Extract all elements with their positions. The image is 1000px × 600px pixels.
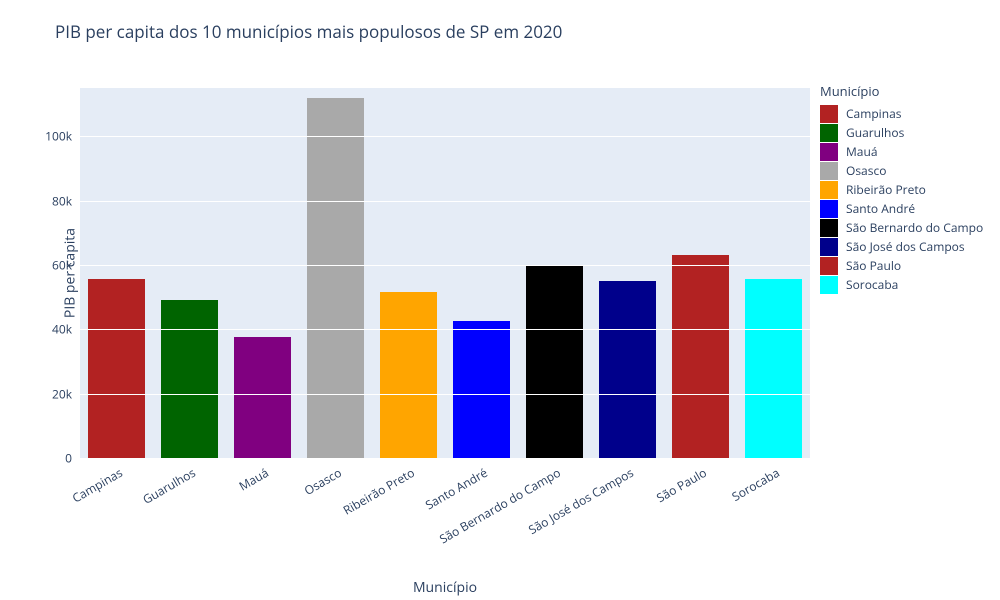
legend-label: São José dos Campos xyxy=(846,238,965,255)
x-tick-label: Guarulhos xyxy=(139,464,198,508)
legend-label: Guarulhos xyxy=(846,124,904,141)
y-tick-label: 100k xyxy=(45,128,72,145)
x-tick-label: São Bernardo do Campo xyxy=(436,464,563,547)
x-tick-label: Osasco xyxy=(301,464,344,499)
legend-swatch xyxy=(820,105,838,123)
y-tick-label: 0 xyxy=(65,450,72,467)
bar[interactable] xyxy=(380,292,436,458)
legend-title: Município xyxy=(820,82,983,100)
legend-swatch xyxy=(820,238,838,256)
y-tick-label: 60k xyxy=(52,256,72,273)
x-tick-label: Ribeirão Preto xyxy=(339,464,417,519)
legend-label: São Paulo xyxy=(846,257,901,274)
legend-swatch xyxy=(820,181,838,199)
bar[interactable] xyxy=(672,255,728,458)
legend-item[interactable]: São Paulo xyxy=(820,256,983,275)
y-tick-label: 20k xyxy=(52,385,72,402)
x-tick-label: São Paulo xyxy=(653,464,709,506)
y-tick-label: 80k xyxy=(52,192,72,209)
legend-item[interactable]: São José dos Campos xyxy=(820,237,983,256)
bar[interactable] xyxy=(453,321,509,458)
legend-label: Ribeirão Preto xyxy=(846,181,926,198)
gridline xyxy=(80,329,810,330)
legend-label: Campinas xyxy=(846,105,901,122)
bar[interactable] xyxy=(161,300,217,458)
legend-swatch xyxy=(820,162,838,180)
legend-item[interactable]: Guarulhos xyxy=(820,123,983,142)
legend-item[interactable]: Sorocaba xyxy=(820,275,983,294)
legend-swatch xyxy=(820,124,838,142)
x-tick-label: Campinas xyxy=(68,464,125,506)
bar[interactable] xyxy=(745,279,801,458)
legend-item[interactable]: São Bernardo do Campo xyxy=(820,218,983,237)
legend-item[interactable]: Osasco xyxy=(820,161,983,180)
legend-label: Mauá xyxy=(846,143,878,160)
legend-label: São Bernardo do Campo xyxy=(846,219,983,236)
legend-label: Santo André xyxy=(846,200,915,217)
legend-swatch xyxy=(820,143,838,161)
x-tick-label: Sorocaba xyxy=(728,464,782,505)
plot-area: PIB per capita 020k40k60k80k100kCampinas… xyxy=(80,88,810,458)
legend-item[interactable]: Ribeirão Preto xyxy=(820,180,983,199)
chart-title: PIB per capita dos 10 municípios mais po… xyxy=(55,20,562,43)
bar[interactable] xyxy=(88,279,144,458)
bar[interactable] xyxy=(526,265,582,458)
y-tick-label: 40k xyxy=(52,321,72,338)
x-tick-label: Mauá xyxy=(235,464,271,494)
bar[interactable] xyxy=(599,281,655,458)
bar[interactable] xyxy=(307,98,363,458)
gridline xyxy=(80,458,810,459)
legend-item[interactable]: Mauá xyxy=(820,142,983,161)
gridline xyxy=(80,265,810,266)
chart-container: { "chart": { "type": "bar", "title": "PI… xyxy=(0,0,1000,600)
legend-label: Sorocaba xyxy=(846,276,898,293)
legend-label: Osasco xyxy=(846,162,886,179)
legend-item[interactable]: Santo André xyxy=(820,199,983,218)
legend-swatch xyxy=(820,219,838,237)
gridline xyxy=(80,394,810,395)
legend-item[interactable]: Campinas xyxy=(820,104,983,123)
legend-swatch xyxy=(820,257,838,275)
legend-swatch xyxy=(820,200,838,218)
legend-swatch xyxy=(820,276,838,294)
gridline xyxy=(80,136,810,137)
gridline xyxy=(80,201,810,202)
x-axis-title: Município xyxy=(413,578,477,597)
bar[interactable] xyxy=(234,337,290,458)
legend: Município Campinas Guarulhos Mauá Osasco Rib… xyxy=(820,82,983,294)
